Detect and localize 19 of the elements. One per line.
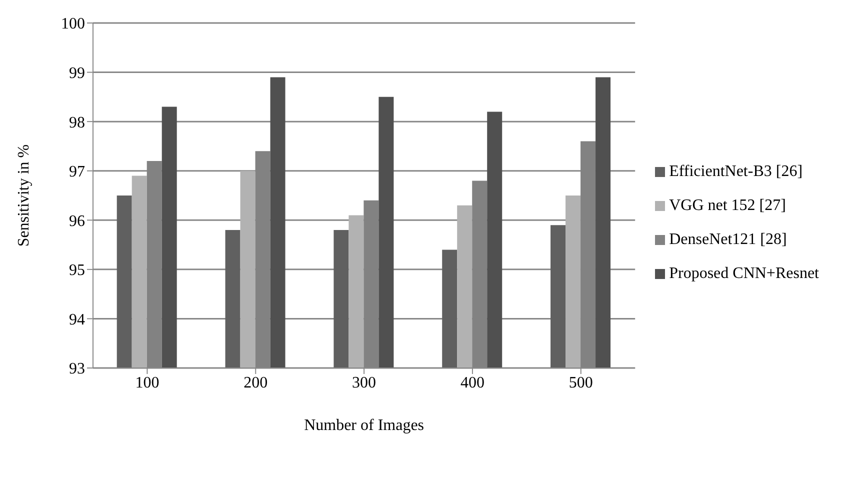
y-tick-label: 94 xyxy=(69,311,85,328)
x-tick-label: 500 xyxy=(568,374,593,392)
y-tick-label: 100 xyxy=(61,16,85,33)
x-axis-title: Number of Images xyxy=(304,417,424,434)
legend-label: DenseNet121 [28] xyxy=(669,231,787,248)
y-tick-label: 96 xyxy=(69,212,85,230)
y-tick-label: 99 xyxy=(69,64,85,82)
y-tick-label: 97 xyxy=(69,164,85,181)
legend-label: EfficientNet-B3 [26] xyxy=(669,163,803,180)
y-tick-label: 93 xyxy=(69,360,85,378)
legend-label: Proposed CNN+Resnet xyxy=(669,265,819,282)
y-axis-title: Sensitivity in % xyxy=(16,144,33,247)
x-tick-label: 200 xyxy=(244,374,268,392)
legend-label: VGG net 152 [27] xyxy=(669,197,786,214)
y-tick-label: 95 xyxy=(69,262,85,280)
x-tick-label: 400 xyxy=(460,374,484,392)
y-tick-label: 98 xyxy=(69,114,85,132)
x-tick-label: 100 xyxy=(135,374,160,392)
x-tick-label: 300 xyxy=(352,374,376,392)
